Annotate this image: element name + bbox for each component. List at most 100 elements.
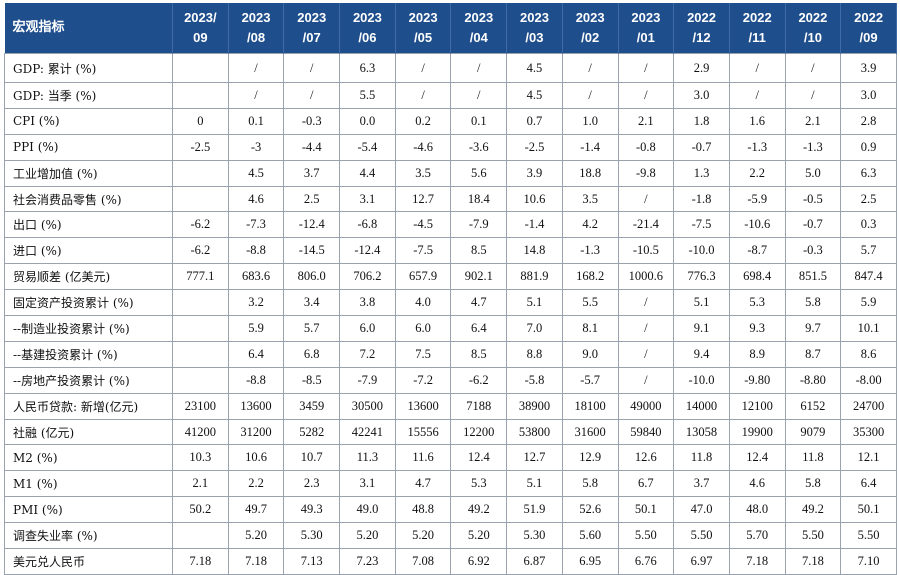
table-cell: 6.87: [506, 548, 563, 575]
table-row: 社融 (亿元) 41200 31200 5282 42241 15556 12200 5380…: [4, 418, 897, 446]
table-cell: -1.4: [506, 211, 563, 239]
table-cell: 1.3: [673, 159, 730, 187]
table-cell: -21.4: [617, 211, 675, 239]
table-cell: /: [617, 185, 675, 213]
table-cell: 5.70: [728, 522, 786, 550]
header-month: 2023/01: [618, 3, 675, 54]
table-cell: 10.7: [283, 444, 341, 472]
table-cell: -8.8: [227, 237, 285, 265]
header-month-year: 2023: [520, 10, 549, 25]
table-cell: 49.2: [450, 496, 508, 524]
header-month-part: /07: [302, 30, 321, 45]
table-cell: 5.60: [561, 522, 619, 550]
table-cell: /: [561, 53, 619, 83]
table-cell: 8.6: [840, 340, 897, 368]
table-cell: -9.80: [728, 366, 786, 394]
table-row: 贸易顺差 (亿美元) 777.1 683.6 806.0 706.2 657.9 902.1…: [4, 263, 897, 291]
table-cell: 5.8: [561, 470, 619, 498]
header-month-part: /08: [246, 30, 266, 45]
table-cell: /: [784, 82, 842, 109]
table-cell: /: [728, 53, 786, 83]
header-month-year: 2022: [854, 10, 884, 25]
table-cell: /: [450, 53, 508, 83]
table-cell: 6.92: [450, 548, 508, 575]
table-cell: 7.5: [394, 340, 452, 368]
table-row: M1 (%) 2.1 2.2 2.3 3.1 4.7 5.3 5.1 5.8 6.7 3.7 4.6 5…: [4, 470, 897, 498]
table-cell: -7.9: [450, 211, 508, 239]
table-cell: 2.2: [728, 159, 786, 187]
table-cell: 7.23: [339, 548, 396, 575]
table-cell: -3.6: [450, 133, 508, 161]
table-cell: 683.6: [227, 263, 285, 291]
table-cell: 31600: [561, 418, 619, 446]
table-cell: 13058: [673, 418, 730, 446]
table-cell: 5.5: [561, 289, 619, 317]
table-cell: -8.7: [728, 237, 786, 265]
table-cell: 38900: [506, 392, 563, 420]
table-cell: 6.4: [227, 340, 285, 368]
table-cell: 706.2: [339, 263, 396, 291]
table-cell: /: [617, 366, 675, 394]
table-cell: 50.1: [840, 496, 897, 524]
table-cell: -0.8: [617, 133, 675, 161]
table-cell: -7.2: [394, 366, 452, 394]
header-month-year: 2023: [631, 10, 661, 25]
table-cell: 42241: [339, 418, 396, 446]
table-cell: -8.00: [840, 366, 897, 394]
table-cell: 9079: [784, 418, 842, 446]
table-row: PPI (%) -2.5 -3 -4.4 -5.4 -4.6 -3.6 -2.5 -1.4 -0.…: [4, 133, 897, 161]
table-cell: -7.5: [673, 211, 730, 239]
row-label: M1 (%): [4, 470, 173, 498]
table-cell: [172, 159, 229, 187]
table-cell: 10.6: [506, 185, 563, 213]
table-cell: /: [617, 340, 675, 368]
table-cell: 7.18: [227, 548, 285, 575]
table-cell: -0.7: [673, 133, 730, 161]
table-cell: -8.5: [283, 366, 341, 394]
table-cell: 6.8: [283, 340, 341, 368]
table-cell: 881.9: [506, 263, 563, 291]
header-month-year: 2023: [297, 10, 327, 25]
table-row: --基建投资累计 (%) 6.4 6.8 7.2 7.5 8.5 8.8 9.0/9.4 8.9…: [4, 340, 897, 368]
table-cell: 35300: [840, 418, 897, 446]
table-cell: 4.5: [506, 82, 563, 109]
table-cell: 30500: [339, 392, 396, 420]
row-label: PPI (%): [4, 133, 173, 161]
macro-indicator-table: 宏观指标 2023/09 2023/08 2023/07 2023/06 2023/05…: [4, 3, 897, 575]
table-cell: 8.1: [561, 315, 619, 342]
table-cell: 6152: [784, 392, 842, 420]
table-cell: 3.5: [561, 185, 619, 213]
table-cell: 4.7: [450, 289, 508, 317]
table-cell: 5.8: [784, 470, 842, 498]
table-cell: 0.9: [840, 133, 897, 161]
table-row: CPI (%) 0 0.1 -0.3 0.0 0.2 0.1 0.7 1.0 2.1 1.8 1.6 2…: [4, 107, 897, 135]
table-cell: /: [227, 53, 285, 83]
table-cell: 12.6: [617, 444, 675, 472]
table-cell: -7.3: [227, 211, 285, 239]
table-cell: [172, 315, 229, 342]
header-month-part: /10: [803, 30, 822, 45]
table-cell: 47.0: [673, 496, 730, 524]
table-cell: 48.8: [394, 496, 452, 524]
table-cell: 847.4: [840, 263, 897, 291]
table-cell: -0.7: [784, 211, 842, 239]
table-cell: -9.8: [617, 159, 675, 187]
table-cell: -0.3: [283, 107, 341, 135]
table-cell: 10.1: [840, 315, 897, 342]
table-cell: 5.1: [506, 289, 563, 317]
row-label: GDP: 当季 (%): [4, 82, 173, 109]
header-month: 2023/07: [283, 3, 341, 54]
table-cell: 4.7: [394, 470, 452, 498]
table-cell: 5.8: [784, 289, 842, 317]
table-cell: 53800: [506, 418, 563, 446]
row-label: 调查失业率 (%): [4, 522, 173, 550]
row-label: PMI (%): [4, 496, 173, 524]
header-month: 2022/10: [785, 3, 842, 54]
table-row: PMI (%) 50.2 49.7 49.3 49.0 48.8 49.2 51.9 52.6 5…: [4, 496, 897, 524]
table-cell: 5.20: [394, 522, 452, 550]
header-month-part: /01: [636, 30, 655, 45]
table-cell: 1.8: [673, 107, 730, 135]
row-label: 出口 (%): [4, 211, 173, 239]
header-month-part: /06: [358, 30, 377, 45]
table-cell: 4.5: [227, 159, 285, 187]
